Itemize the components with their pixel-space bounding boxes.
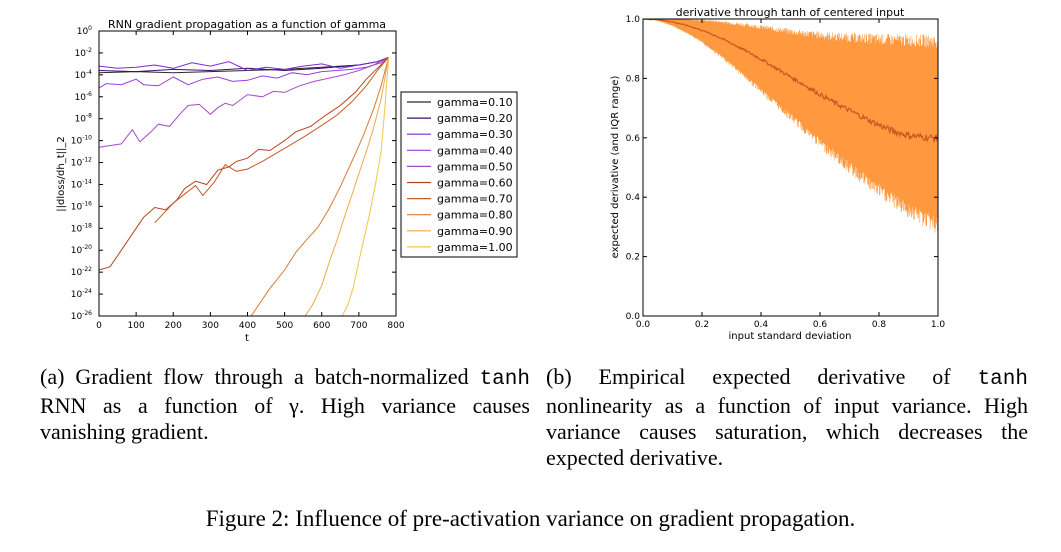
x-tick-label: 700 [350, 321, 367, 331]
y-tick-label: 0.4 [626, 193, 641, 203]
x-tick-label: 0.8 [872, 320, 887, 330]
legend-label: gamma=0.20 [437, 112, 513, 125]
chart-a-title: RNN gradient propagation as a function o… [108, 18, 386, 31]
chart-b-title: derivative through tanh of centered inpu… [676, 6, 905, 19]
iqr-band-noise [643, 19, 938, 233]
series-line-9 [341, 57, 390, 316]
caption-b-pre: (b) Empirical expected derivative of [546, 364, 978, 389]
legend-label: gamma=0.70 [437, 193, 513, 206]
y-tick-label: 10-16 [71, 200, 92, 212]
legend-label: gamma=0.10 [437, 96, 513, 109]
series-line-5 [99, 56, 389, 271]
caption-a-pre: (a) Gradient flow through a batch-normal… [40, 364, 480, 389]
chart-b-x-ticks: 0.0 0.2 0.4 0.6 0.8 1.0 [636, 19, 946, 330]
y-tick-label: 0.6 [626, 134, 641, 144]
caption-a-code: tanh [479, 368, 530, 391]
x-tick-label: 200 [165, 321, 182, 331]
y-tick-label: 1.0 [626, 15, 641, 25]
x-tick-label: 0.2 [695, 320, 709, 330]
x-tick-label: 0.0 [636, 320, 651, 330]
legend-label: gamma=1.00 [437, 241, 513, 254]
x-tick-label: 500 [276, 321, 293, 331]
chart-b-plot-area [643, 19, 938, 233]
legend-label: gamma=0.50 [437, 160, 513, 173]
series-line-6 [154, 56, 389, 224]
x-tick-label: 0.6 [813, 320, 828, 330]
y-tick-label: 10-26 [71, 310, 92, 322]
legend-label: gamma=0.40 [437, 144, 513, 157]
caption-b: (b) Empirical expected derivative of tan… [546, 364, 1028, 471]
legend-label: gamma=0.90 [437, 225, 513, 238]
y-tick-label: 0.0 [626, 312, 641, 322]
tanh-derivative-chart: derivative through tanh of centered inpu… [610, 6, 945, 342]
y-tick-label: 0.2 [626, 253, 640, 263]
series-line-0 [99, 56, 389, 74]
y-tick-label: 10-12 [71, 157, 92, 169]
y-tick-label: 10-10 [71, 135, 92, 147]
caption-b-code: tanh [977, 368, 1028, 391]
y-tick-label: 10-18 [71, 222, 92, 234]
y-tick-label: 0.8 [626, 74, 641, 84]
y-tick-label: 10-24 [71, 288, 92, 300]
chart-a-plot-frame [98, 30, 397, 317]
chart-a-series-lines [99, 56, 390, 316]
series-line-2 [99, 56, 389, 72]
x-tick-label: 100 [128, 321, 145, 331]
caption-b-post: nonlinearity as a function of input vari… [546, 393, 1028, 470]
x-tick-label: 300 [202, 321, 219, 331]
chart-b-plot-frame [642, 18, 939, 317]
median-line [643, 19, 938, 144]
y-tick-label: 10-2 [75, 47, 93, 59]
y-tick-label: 10-22 [71, 266, 92, 278]
gradient-propagation-chart: RNN gradient propagation as a function o… [56, 18, 518, 344]
y-tick-label: 100 [77, 25, 92, 37]
figure-caption: Figure 2: Influence of pre-activation va… [205, 506, 856, 531]
chart-a-legend: gamma=0.10 gamma=0.20 gamma=0.30 gamma=0.40… [400, 91, 518, 258]
y-tick-label: 10-14 [71, 178, 92, 190]
series-line-4 [99, 56, 389, 148]
x-tick-label: 800 [387, 321, 404, 331]
chart-a-x-ticks: 0 100 200 300 400 500 600 700 800 [96, 31, 405, 331]
legend-frame [400, 91, 518, 258]
x-tick-label: 400 [239, 321, 256, 331]
series-line-7 [250, 57, 390, 316]
chart-b-x-label: input standard deviation [729, 331, 852, 342]
x-tick-label: 0 [96, 321, 102, 331]
legend-label: gamma=0.60 [437, 177, 513, 190]
y-tick-label: 10-6 [75, 91, 93, 103]
y-tick-label: 10-4 [75, 69, 93, 81]
caption-a: (a) Gradient flow through a batch-normal… [40, 364, 530, 445]
chart-a-x-label: t [245, 333, 249, 344]
chart-b-y-ticks: 0.0 0.2 0.4 0.6 0.8 1.0 [626, 15, 938, 322]
legend-label: gamma=0.30 [437, 128, 513, 141]
legend-label: gamma=0.80 [437, 209, 513, 222]
caption-a-post: RNN as a function of γ. High variance ca… [40, 393, 530, 444]
series-line-8 [304, 57, 390, 316]
chart-a-y-ticks: 100 10-2 10-4 10-6 10-8 10-10 10-12 10-14 10-16 1… [71, 25, 396, 322]
chart-a-y-label: ||dloss/dh_t||_2 [56, 136, 67, 211]
chart-b-y-label: expected derivative (and IQR range) [610, 76, 621, 259]
x-tick-label: 1.0 [931, 320, 946, 330]
series-line-3 [99, 56, 389, 89]
y-tick-label: 10-8 [75, 113, 93, 125]
x-tick-label: 0.4 [754, 320, 769, 330]
y-tick-label: 10-20 [71, 244, 92, 256]
x-tick-label: 600 [313, 321, 330, 331]
